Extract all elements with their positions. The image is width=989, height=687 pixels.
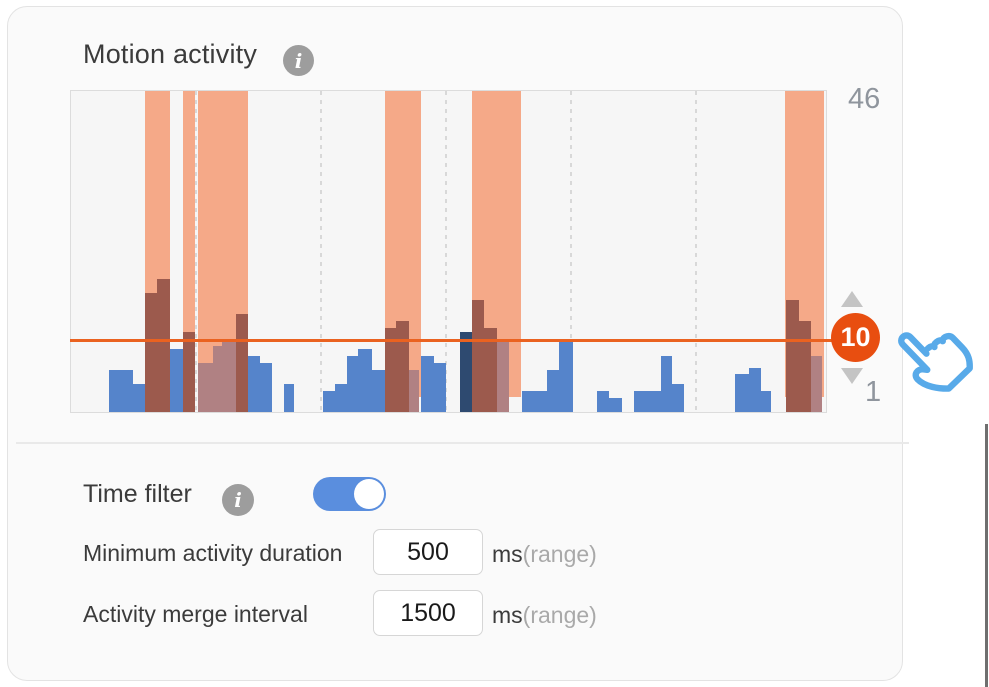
unit-ms: ms: [492, 541, 523, 567]
activity-bar: [157, 279, 170, 412]
motion-activity-chart[interactable]: [70, 90, 827, 413]
activity-bar: [183, 332, 195, 412]
activity-bar: [372, 370, 385, 412]
activity-bar: [735, 374, 749, 412]
activity-bar: [434, 363, 446, 412]
activity-bar: [522, 391, 547, 412]
vertical-gridline: [695, 91, 697, 412]
activity-bar: [335, 384, 347, 412]
activity-bar: [559, 342, 573, 412]
activity-bar: [672, 384, 684, 412]
activity-bar: [260, 363, 272, 412]
activity-bar: [811, 356, 822, 412]
time-filter-info-icon[interactable]: i: [222, 484, 254, 516]
time-filter-toggle[interactable]: [313, 477, 386, 511]
vertical-gridline: [445, 91, 447, 412]
activity-bar: [347, 356, 358, 412]
activity-bar: [222, 340, 236, 412]
activity-bar: [133, 384, 145, 412]
activity-bar: [484, 328, 497, 412]
toggle-knob: [354, 479, 384, 509]
activity-bar: [248, 356, 260, 412]
unit-range-note: (range): [522, 602, 597, 628]
vertical-gridline: [195, 91, 197, 412]
scrollbar[interactable]: [985, 424, 988, 687]
section-divider: [16, 442, 909, 444]
activity-bar: [145, 293, 157, 412]
activity-bar: [497, 340, 509, 412]
activity-merge-interval-label: Activity merge interval: [83, 601, 308, 627]
activity-bar: [547, 370, 559, 412]
activity-bar: [597, 391, 609, 412]
activity-bar: [661, 356, 672, 412]
activity-bar: [358, 349, 372, 412]
activity-bar: [385, 328, 396, 412]
activity-bar: [786, 300, 799, 412]
activity-bar: [749, 368, 761, 412]
unit-range-note: (range): [522, 541, 597, 567]
axis-min-label: 1: [865, 376, 882, 408]
activity-bar: [170, 349, 183, 412]
activity-bar: [799, 321, 811, 412]
activity-bar: [236, 314, 248, 412]
hand-cursor-icon: [898, 332, 973, 392]
activity-bar: [421, 356, 434, 412]
activity-merge-interval-unit: ms(range): [492, 602, 597, 629]
settings-panel: Motion activity i 46 1 10 Time filter i …: [7, 6, 973, 681]
activity-event-band: [183, 91, 195, 397]
activity-bar: [198, 363, 213, 412]
vertical-gridline: [570, 91, 572, 412]
threshold-increase-arrow-icon[interactable]: [841, 291, 863, 307]
threshold-value-badge[interactable]: 10: [831, 313, 880, 362]
activity-bar: [634, 391, 661, 412]
min-activity-duration-input[interactable]: [373, 529, 483, 575]
activity-bar: [472, 300, 484, 412]
activity-bar: [609, 398, 622, 412]
activity-bar: [213, 346, 222, 412]
axis-max-label: 46: [848, 83, 881, 115]
activity-bar: [284, 384, 294, 412]
activity-merge-interval-input[interactable]: [373, 590, 483, 636]
unit-ms: ms: [492, 602, 523, 628]
time-filter-label: Time filter: [83, 480, 192, 508]
threshold-decrease-arrow-icon[interactable]: [841, 368, 863, 384]
activity-bar: [460, 332, 472, 412]
min-activity-duration-unit: ms(range): [492, 541, 597, 568]
activity-bar: [109, 370, 133, 412]
vertical-gridline: [320, 91, 322, 412]
min-activity-duration-label: Minimum activity duration: [83, 540, 343, 566]
activity-bar: [396, 321, 409, 412]
motion-activity-info-icon[interactable]: i: [283, 45, 314, 76]
threshold-line[interactable]: [70, 339, 833, 342]
activity-bar: [761, 391, 771, 412]
motion-activity-title: Motion activity: [83, 39, 258, 69]
activity-bar: [323, 391, 335, 412]
activity-bar: [409, 370, 419, 412]
